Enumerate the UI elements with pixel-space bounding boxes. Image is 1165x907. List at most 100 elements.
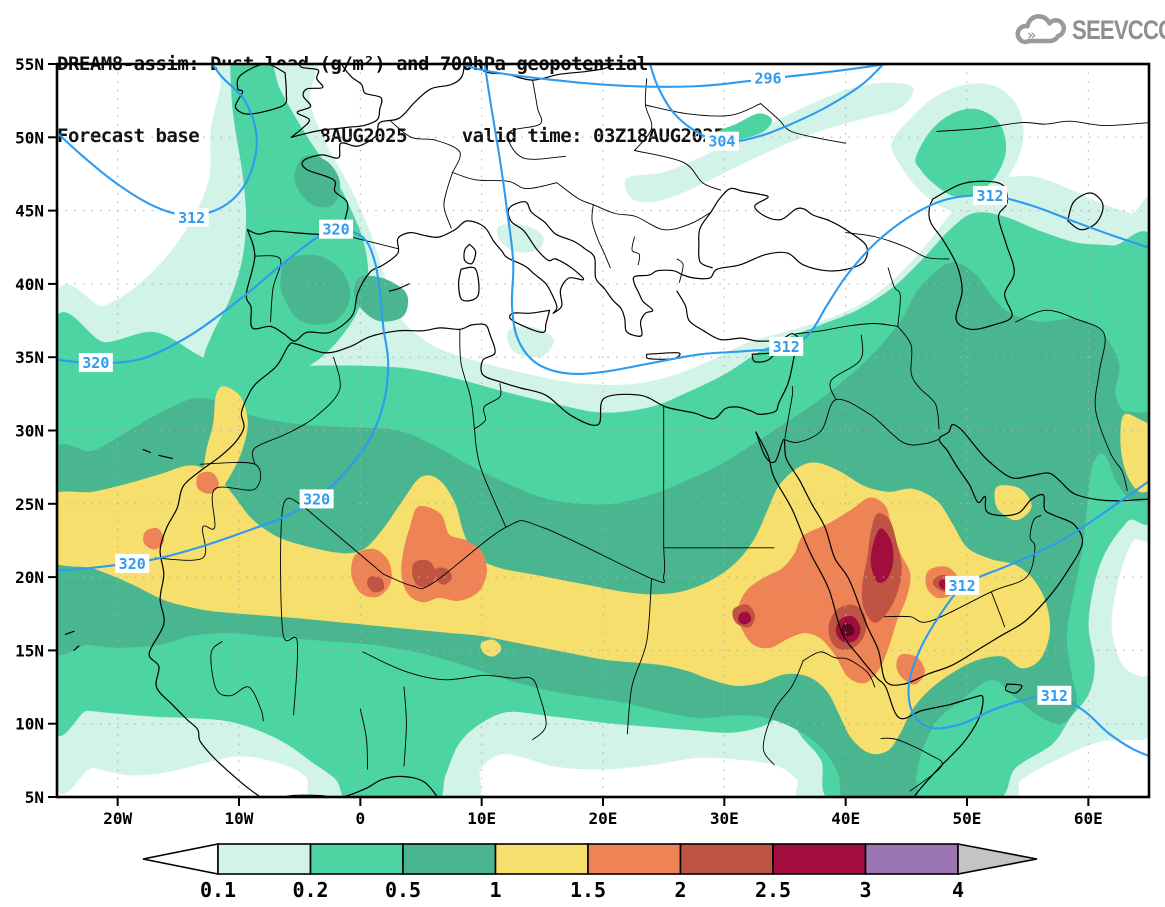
contour-label: 312: [178, 209, 205, 227]
colorbar-cell-0.5: [402, 843, 497, 875]
coastline: [246, 64, 465, 237]
colorbar-value-label: 0.5: [385, 878, 421, 902]
contour-label: 320: [82, 354, 109, 372]
colorbar-value-label: 2: [674, 878, 686, 902]
coastline: [73, 645, 80, 651]
dust-region-ge-1: [480, 639, 502, 657]
contour-label: 312: [949, 577, 976, 595]
lon-label: 30E: [710, 809, 739, 828]
coastline: [234, 64, 288, 115]
lon-label: 20E: [589, 809, 618, 828]
dust-region-ge-0.5: [280, 254, 351, 325]
colorbar-cell-1: [494, 843, 589, 875]
contour-label-bg: [704, 131, 739, 151]
country-border: [362, 651, 547, 741]
coastline: [388, 283, 410, 292]
country-border: [301, 504, 384, 575]
colorbar-value-label: 0.1: [200, 878, 236, 902]
country-border: [254, 255, 282, 323]
country-border: [645, 103, 762, 117]
seevccc-logo: » SEEVCCC: [1014, 12, 1165, 48]
country-border: [634, 150, 722, 191]
lon-label: 40E: [831, 809, 860, 828]
colorbar-cell-3: [864, 843, 959, 875]
country-border: [802, 651, 876, 688]
colorbar-cell-2.5: [772, 843, 867, 875]
dust-region-ge-0.1: [624, 82, 914, 203]
country-border: [403, 686, 407, 767]
colorbar-value-label: 2.5: [755, 878, 791, 902]
contour-label-bg: [1037, 685, 1072, 705]
geopotential-contour-320: [57, 228, 390, 572]
lat-label: 25N: [15, 495, 44, 514]
geopotential-contour-304: [648, 64, 885, 143]
country-border: [762, 660, 804, 766]
country-border: [784, 386, 794, 439]
dust-region-ge-0.1: [507, 326, 554, 358]
colorbar-cell-0.1: [217, 843, 312, 875]
coastline: [278, 775, 439, 797]
lat-label: 15N: [15, 641, 44, 660]
colorbar-value-label: 3: [859, 878, 871, 902]
country-border: [880, 737, 943, 792]
contour-label: 320: [119, 555, 146, 573]
geopotential-label-layer: 312 320 320 296 304 312 312 320 320 312 312: [78, 68, 1072, 705]
coastline: [290, 64, 324, 138]
lat-label: 20N: [15, 568, 44, 587]
coastline-layer: [64, 64, 1149, 797]
lat-label: 35N: [15, 348, 44, 367]
contour-label-bg: [973, 185, 1008, 205]
contour-label-bg: [115, 553, 150, 573]
contour-label-bg: [78, 353, 113, 373]
dust-region-ge-1: [57, 462, 1051, 755]
contour-label-bg: [299, 489, 334, 509]
coastline: [64, 630, 75, 635]
lat-label: 5N: [25, 788, 44, 807]
country-border: [591, 204, 611, 269]
geopotential-contour-layer: [57, 64, 1149, 758]
coastline: [1067, 192, 1104, 231]
coastline: [928, 180, 1015, 331]
coastline: [158, 454, 173, 459]
contour-label: 296: [754, 70, 781, 88]
svg-text:»: »: [1027, 26, 1036, 44]
colorbar-cell-0.2: [309, 843, 404, 875]
grid-layer: [57, 64, 1149, 797]
axes-layer: 55N 50N 45N 40N 35N 30N 25N 20N 15N 10N 5N 20W 10W 0 1…: [15, 55, 1103, 828]
lat-label: 10N: [15, 715, 44, 734]
coastline: [245, 220, 558, 342]
country-border: [473, 383, 502, 430]
country-border: [452, 172, 558, 190]
country-border: [390, 120, 461, 173]
country-border: [473, 428, 507, 528]
country-border: [990, 591, 1006, 628]
country-border: [443, 172, 453, 229]
coastline: [1004, 683, 1023, 694]
country-border: [280, 497, 303, 716]
dust-region-ge-2: [411, 559, 436, 588]
country-border: [459, 328, 475, 430]
dust-region-ge-2.5: [870, 528, 894, 583]
country-border: [507, 79, 566, 160]
lat-label: 55N: [15, 55, 44, 74]
country-border: [795, 323, 899, 335]
country-border: [760, 103, 847, 144]
dust-region-ge-1: [1120, 413, 1149, 493]
contour-label: 320: [323, 221, 350, 239]
colorbar-value-label: 4: [952, 878, 964, 902]
coastline: [507, 187, 869, 337]
contour-label-bg: [945, 575, 980, 595]
contour-label-bg: [751, 68, 786, 88]
contour-label-bg: [319, 219, 354, 239]
coastline: [148, 290, 801, 797]
coastline: [290, 64, 383, 138]
coastline: [755, 424, 1149, 686]
lon-label: 20W: [103, 809, 132, 828]
cloud-icon: »: [1015, 14, 1067, 45]
country-border-layer: [154, 78, 1149, 792]
dust-region-ge-1.5: [196, 471, 219, 494]
contour-label: 304: [708, 133, 735, 151]
country-border: [887, 267, 901, 327]
lon-label: 10E: [467, 809, 496, 828]
